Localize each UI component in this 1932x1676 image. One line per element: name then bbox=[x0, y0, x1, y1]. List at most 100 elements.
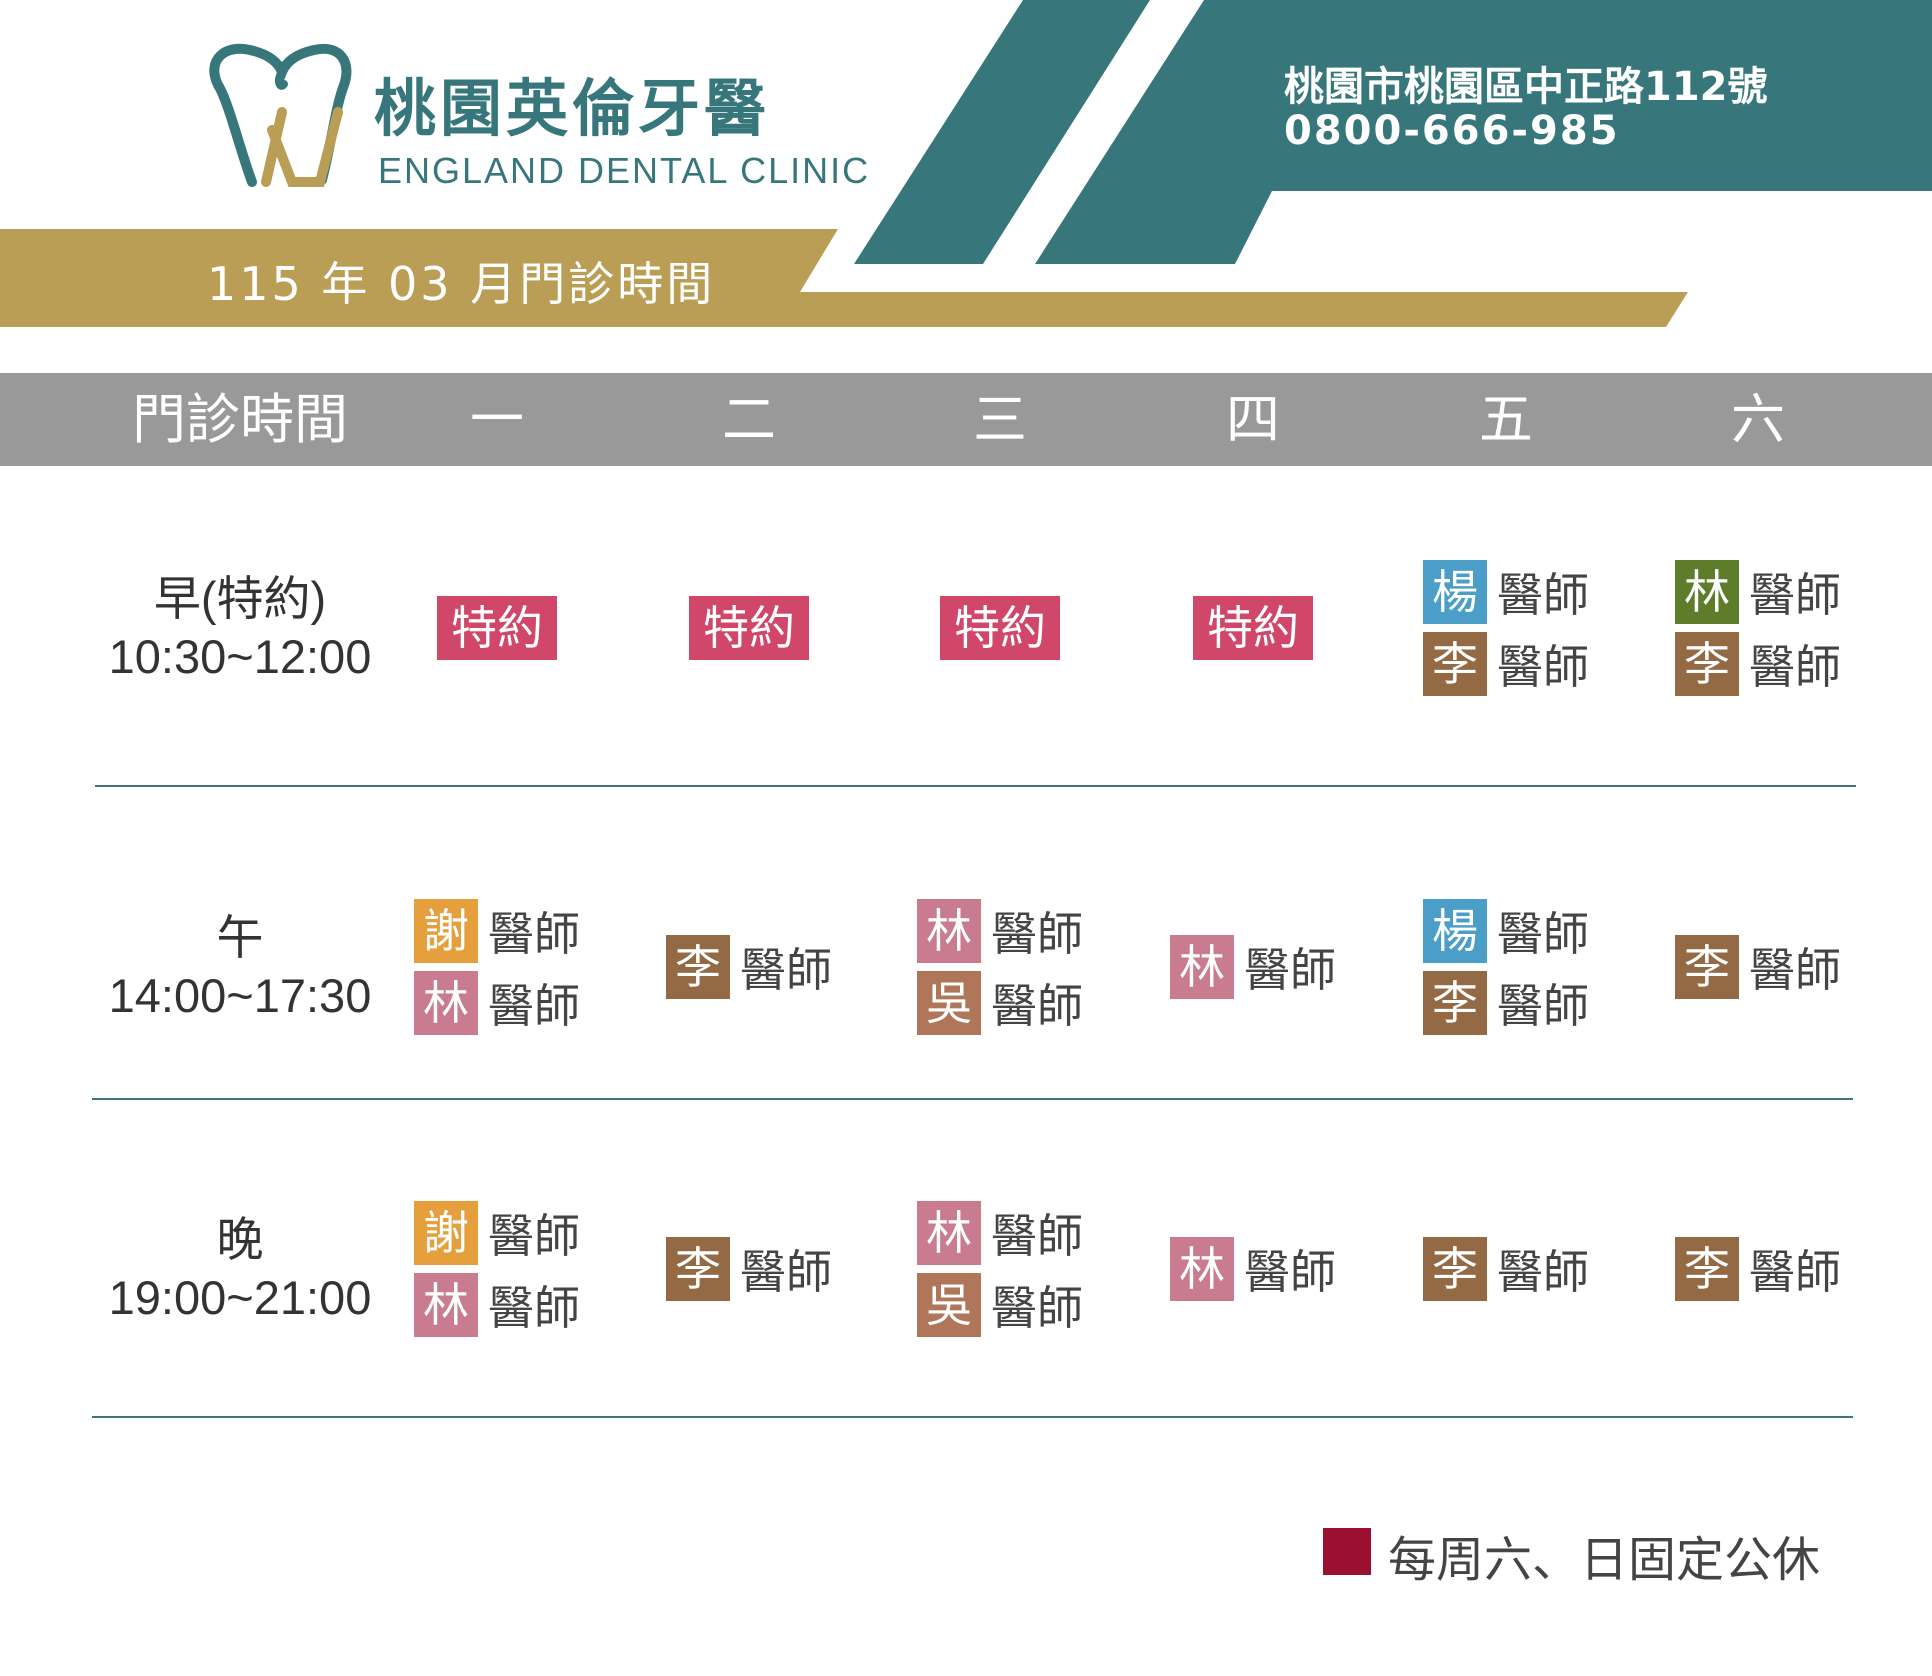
doctor-surname-badge: 林 bbox=[917, 1201, 981, 1265]
clinic-phone: 0800-666-985 bbox=[1284, 108, 1620, 154]
clinic-name-english: ENGLAND DENTAL CLINIC bbox=[378, 150, 871, 191]
schedule-cell: 林醫師李醫師 bbox=[1675, 559, 1841, 697]
doctor-surname-badge: 楊 bbox=[1423, 560, 1487, 624]
doctor-entry: 林醫師 bbox=[414, 970, 580, 1036]
doctor-title: 醫師 bbox=[488, 1209, 580, 1263]
doctor-title: 醫師 bbox=[991, 1209, 1083, 1263]
appointment-only-badge: 特約 bbox=[437, 596, 557, 660]
doctor-entry: 謝醫師 bbox=[414, 898, 580, 964]
appointment-only-badge: 特約 bbox=[940, 596, 1060, 660]
doctor-title: 醫師 bbox=[1497, 979, 1589, 1033]
schedule-cell: 楊醫師李醫師 bbox=[1423, 898, 1589, 1036]
doctor-title: 醫師 bbox=[991, 979, 1083, 1033]
time-slot-hours: 14:00~17:30 bbox=[108, 969, 372, 1022]
time-slot-name: 午 bbox=[216, 911, 264, 964]
header-day-tue: 二 bbox=[722, 388, 776, 451]
doctor-entry: 林醫師 bbox=[917, 1200, 1083, 1266]
doctor-entry: 謝醫師 bbox=[414, 1200, 580, 1266]
doctor-entry: 林醫師 bbox=[1170, 934, 1336, 1000]
doctor-surname-badge: 吳 bbox=[917, 1273, 981, 1337]
header-day-wed: 三 bbox=[973, 388, 1027, 451]
header-day-mon: 一 bbox=[470, 388, 524, 451]
time-slot-label: 早(特約) 10:30~12:00 bbox=[109, 570, 372, 686]
schedule-cell: 謝醫師林醫師 bbox=[414, 1200, 580, 1338]
doctor-entry: 林醫師 bbox=[1675, 559, 1841, 625]
schedule-cell: 楊醫師李醫師 bbox=[1423, 559, 1589, 697]
doctor-surname-badge: 林 bbox=[1170, 935, 1234, 999]
doctor-surname-badge: 林 bbox=[414, 1273, 478, 1337]
closed-legend-swatch bbox=[1323, 1528, 1371, 1575]
doctor-title: 醫師 bbox=[991, 907, 1083, 961]
doctor-entry: 吳醫師 bbox=[917, 970, 1083, 1036]
gold-band bbox=[0, 229, 1688, 327]
schedule-cell: 李醫師 bbox=[1423, 1236, 1589, 1302]
schedule-cell: 林醫師吳醫師 bbox=[917, 898, 1083, 1036]
doctor-surname-badge: 吳 bbox=[917, 971, 981, 1035]
schedule-cell: 特約 bbox=[689, 596, 809, 660]
time-slot-hours: 19:00~21:00 bbox=[108, 1271, 372, 1324]
doctor-entry: 林醫師 bbox=[917, 898, 1083, 964]
row-divider bbox=[92, 1416, 1853, 1418]
doctor-entry: 李醫師 bbox=[1675, 1236, 1841, 1302]
schedule-cell: 林醫師吳醫師 bbox=[917, 1200, 1083, 1338]
row-divider bbox=[92, 1098, 1853, 1100]
doctor-title: 醫師 bbox=[1497, 907, 1589, 961]
doctor-entry: 李醫師 bbox=[1423, 631, 1589, 697]
header-day-thu: 四 bbox=[1226, 388, 1280, 451]
doctor-title: 醫師 bbox=[991, 1281, 1083, 1335]
doctor-surname-badge: 李 bbox=[1423, 971, 1487, 1035]
doctor-title: 醫師 bbox=[1497, 568, 1589, 622]
time-slot-label: 晚 19:00~21:00 bbox=[109, 1211, 372, 1327]
time-slot-name: 晚 bbox=[216, 1213, 264, 1266]
doctor-title: 醫師 bbox=[1749, 943, 1841, 997]
doctor-entry: 楊醫師 bbox=[1423, 559, 1589, 625]
schedule-cell: 李醫師 bbox=[1675, 1236, 1841, 1302]
schedule-cell: 李醫師 bbox=[666, 934, 832, 1000]
doctor-title: 醫師 bbox=[1749, 640, 1841, 694]
schedule-cell: 李醫師 bbox=[666, 1236, 832, 1302]
teal-address-panel bbox=[1035, 0, 1932, 264]
doctor-entry: 李醫師 bbox=[1675, 631, 1841, 697]
schedule-period-title: 115 年 03 月門診時間 bbox=[207, 257, 716, 311]
doctor-entry: 林醫師 bbox=[1170, 1236, 1336, 1302]
doctor-surname-badge: 李 bbox=[1675, 632, 1739, 696]
appointment-only-badge: 特約 bbox=[1193, 596, 1313, 660]
doctor-entry: 楊醫師 bbox=[1423, 898, 1589, 964]
doctor-entry: 李醫師 bbox=[1423, 1236, 1589, 1302]
tooth-logo-icon bbox=[209, 43, 352, 187]
doctor-surname-badge: 李 bbox=[666, 935, 730, 999]
time-slot-name: 早(特約) bbox=[153, 572, 327, 625]
schedule-header-bar bbox=[0, 373, 1932, 466]
doctor-surname-badge: 林 bbox=[1170, 1237, 1234, 1301]
doctor-surname-badge: 李 bbox=[1675, 935, 1739, 999]
appointment-only-entry: 特約 bbox=[437, 596, 557, 660]
doctor-title: 醫師 bbox=[1244, 943, 1336, 997]
doctor-entry: 李醫師 bbox=[1675, 934, 1841, 1000]
doctor-title: 醫師 bbox=[488, 1281, 580, 1335]
schedule-cell: 特約 bbox=[940, 596, 1060, 660]
doctor-surname-badge: 李 bbox=[666, 1237, 730, 1301]
doctor-title: 醫師 bbox=[740, 943, 832, 997]
doctor-entry: 李醫師 bbox=[666, 1236, 832, 1302]
clinic-address: 桃園市桃園區中正路112號 bbox=[1284, 64, 1768, 110]
closed-legend-text: 每周六、日固定公休 bbox=[1388, 1532, 1821, 1588]
doctor-title: 醫師 bbox=[1244, 1245, 1336, 1299]
header-day-fri: 五 bbox=[1479, 388, 1533, 451]
appointment-only-entry: 特約 bbox=[689, 596, 809, 660]
time-slot-hours: 10:30~12:00 bbox=[108, 630, 372, 683]
doctor-entry: 李醫師 bbox=[1423, 970, 1589, 1036]
appointment-only-entry: 特約 bbox=[940, 596, 1060, 660]
appointment-only-badge: 特約 bbox=[689, 596, 809, 660]
doctor-title: 醫師 bbox=[488, 979, 580, 1033]
header-time-column: 門診時間 bbox=[132, 388, 348, 451]
schedule-cell: 謝醫師林醫師 bbox=[414, 898, 580, 1036]
doctor-surname-badge: 李 bbox=[1675, 1237, 1739, 1301]
doctor-title: 醫師 bbox=[1749, 568, 1841, 622]
doctor-surname-badge: 林 bbox=[917, 899, 981, 963]
doctor-title: 醫師 bbox=[1497, 1245, 1589, 1299]
schedule-cell: 特約 bbox=[437, 596, 557, 660]
doctor-title: 醫師 bbox=[488, 907, 580, 961]
doctor-surname-badge: 林 bbox=[414, 971, 478, 1035]
time-slot-label: 午 14:00~17:30 bbox=[109, 909, 372, 1025]
doctor-title: 醫師 bbox=[1749, 1245, 1841, 1299]
